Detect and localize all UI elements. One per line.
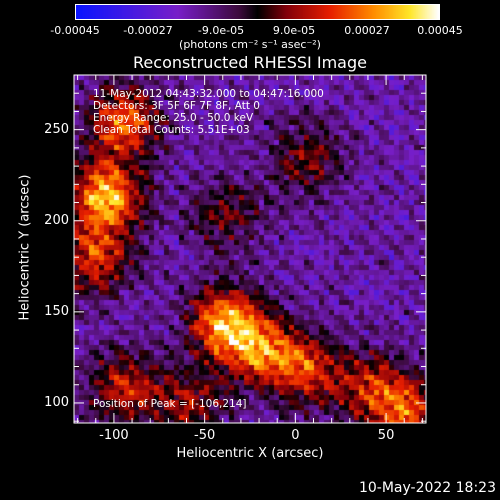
colorbar-tick-2: -9.0e-05 [197, 24, 245, 37]
chart-title: Reconstructed RHESSI Image [133, 53, 367, 72]
annotation-detectors: Detectors: 3F 5F 6F 7F 8F, Att 0 [93, 100, 260, 112]
x-axis-label: Heliocentric X (arcsec) [176, 446, 324, 461]
annotation-block: 11-May-2012 04:43:32.000 to 04:47:16.000… [93, 88, 324, 136]
colorbar-tick-0: -0.00045 [50, 24, 100, 37]
annotation-time: 11-May-2012 04:43:32.000 to 04:47:16.000 [93, 88, 324, 100]
y-tick-label-3: 250 [44, 121, 69, 137]
y-axis-label: Heliocentric Y (arcsec) [17, 174, 33, 321]
footer-timestamp: 10-May-2022 18:23 [358, 480, 496, 496]
peak-position: Position of Peak = [-106,214] [93, 398, 247, 410]
y-tick-label-2: 200 [44, 212, 69, 228]
x-tick-label-0: -100 [99, 428, 129, 443]
x-tick-label-3: 50 [377, 428, 395, 443]
colorbar-tick-5: 0.00045 [417, 24, 463, 37]
colorbar-tick-3: 9.0e-05 [272, 24, 316, 37]
y-tick-label-0: 100 [44, 394, 69, 410]
plot-frame [73, 74, 427, 424]
heatmap-image [74, 75, 426, 423]
annotation-counts: Clean Total Counts: 5.51E+03 [93, 124, 250, 136]
colorbar-units: (photons cm⁻² s⁻¹ asec⁻²) [179, 38, 321, 51]
colorbar-tick-4: 0.00027 [344, 24, 390, 37]
annotation-energy: Energy Range: 25.0 - 50.0 keV [93, 112, 254, 124]
colorbar-tick-1: -0.00027 [123, 24, 173, 37]
colorbar [75, 4, 440, 20]
y-tick-label-1: 150 [44, 303, 69, 319]
x-tick-label-2: 0 [291, 428, 300, 443]
x-tick-label-1: -50 [194, 428, 216, 443]
